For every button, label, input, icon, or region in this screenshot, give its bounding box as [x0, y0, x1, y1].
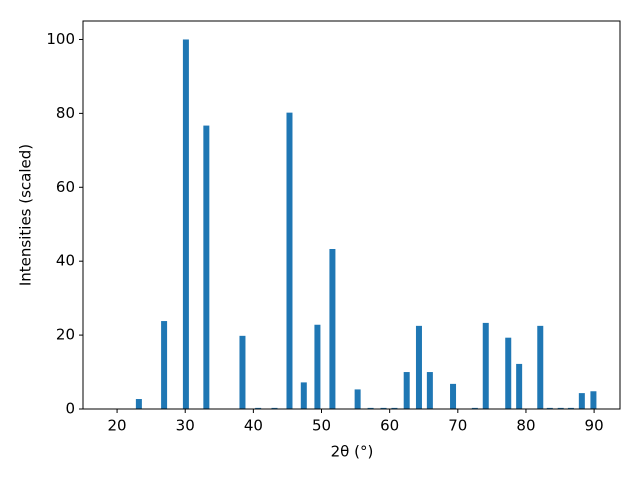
x-tick-label: 60: [380, 417, 399, 435]
bar: [567, 407, 574, 409]
bar: [557, 407, 564, 409]
bar: [203, 125, 210, 409]
bar: [590, 391, 597, 409]
bar: [271, 407, 278, 409]
x-tick-label: 20: [108, 417, 127, 435]
bar: [239, 335, 246, 409]
bar: [537, 325, 544, 409]
bar: [391, 407, 398, 409]
bar: [286, 112, 293, 409]
y-tick-label: 80: [56, 104, 75, 122]
y-tick-label: 100: [46, 30, 75, 48]
x-tick-label: 70: [448, 417, 467, 435]
bar: [505, 337, 512, 409]
bar: [546, 407, 553, 409]
bar: [314, 324, 321, 409]
bar: [403, 372, 410, 409]
y-tick-label: 0: [65, 400, 75, 418]
x-tick-label: 40: [244, 417, 263, 435]
x-tick-label: 90: [585, 417, 604, 435]
bar: [578, 393, 585, 409]
bar: [161, 321, 168, 409]
y-axis-label: Intensities (scaled): [17, 144, 35, 286]
bar: [415, 325, 422, 409]
x-tick-label: 30: [176, 417, 195, 435]
bar: [450, 383, 457, 409]
bar: [516, 363, 523, 409]
x-tick-label: 80: [516, 417, 535, 435]
bar: [182, 39, 189, 409]
bar: [300, 382, 307, 409]
plot-frame: [82, 20, 621, 410]
x-tick-label: 50: [312, 417, 331, 435]
bar: [471, 407, 478, 409]
x-axis-label: 2θ (°): [331, 443, 374, 461]
bar: [329, 248, 336, 409]
bar: [367, 407, 374, 409]
y-tick-label: 60: [56, 178, 75, 196]
bar: [482, 322, 489, 409]
bar: [135, 399, 142, 409]
bar: [354, 389, 361, 409]
bar: [380, 407, 387, 409]
bar: [255, 407, 262, 409]
y-tick-label: 40: [56, 252, 75, 270]
bar: [426, 372, 433, 409]
y-tick-label: 20: [56, 326, 75, 344]
